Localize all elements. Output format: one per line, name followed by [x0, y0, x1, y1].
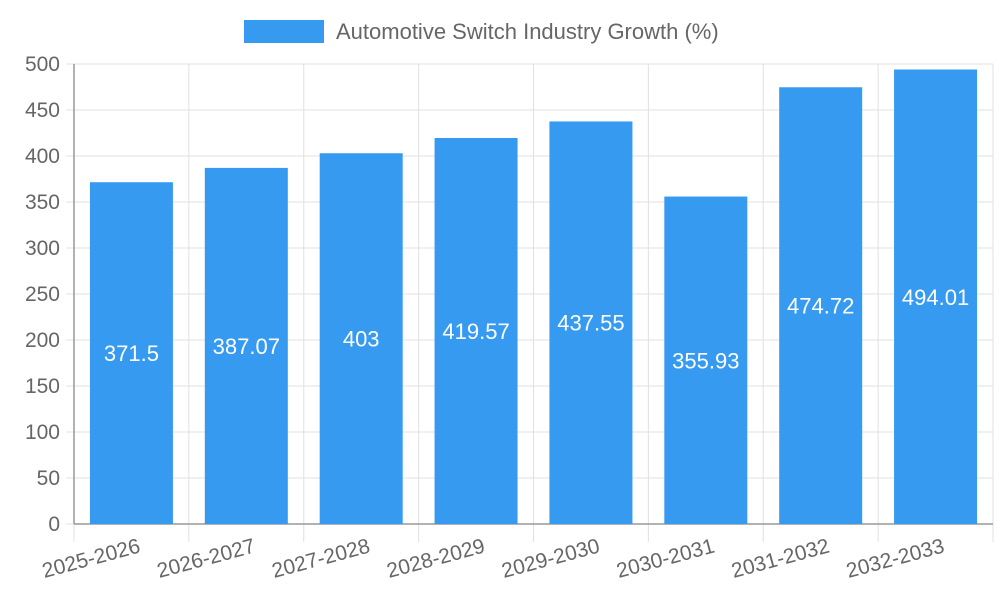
bar[interactable]: [549, 121, 633, 524]
legend-label: Automotive Switch Industry Growth (%): [336, 19, 719, 44]
y-tick-label: 0: [48, 513, 60, 536]
x-tick-label: 2032-2033: [844, 535, 947, 583]
x-tick-label: 2028-2029: [384, 535, 487, 583]
data-label: 403: [343, 327, 380, 352]
y-tick-label: 350: [25, 191, 60, 214]
x-axis: 2025-2026 2026-2027 2027-2028 2028-2029 2029…: [40, 523, 993, 583]
y-tick-label: 400: [25, 145, 60, 168]
x-tick-label: 2026-2027: [155, 535, 258, 583]
y-tick-label: 300: [25, 237, 60, 260]
bar[interactable]: [204, 167, 288, 524]
data-label: 437.55: [557, 311, 624, 336]
x-tick-label: 2027-2028: [270, 535, 373, 583]
legend[interactable]: Automotive Switch Industry Growth (%): [244, 19, 719, 44]
legend-swatch: [244, 20, 324, 43]
y-axis: 0 50 100 150 200 250 300 350 400 450 500: [25, 53, 75, 536]
y-tick-label: 250: [25, 283, 60, 306]
y-tick-label: 150: [25, 375, 60, 398]
x-tick-label: 2030-2031: [614, 535, 717, 583]
bars-group: [89, 69, 978, 525]
data-labels-group: 371.5 387.07 403 419.57 437.55 355.93 474.72 49…: [104, 285, 969, 374]
y-tick-label: 200: [25, 329, 60, 352]
bar[interactable]: [779, 87, 863, 524]
bar[interactable]: [664, 196, 748, 524]
data-label: 494.01: [902, 285, 969, 310]
y-tick-label: 500: [25, 53, 60, 76]
data-label: 355.93: [672, 348, 739, 373]
x-tick-label: 2029-2030: [499, 535, 602, 583]
y-tick-label: 450: [25, 99, 60, 122]
data-label: 387.07: [213, 334, 280, 359]
data-label: 371.5: [104, 341, 159, 366]
bar[interactable]: [89, 182, 173, 524]
y-tick-label: 100: [25, 421, 60, 444]
data-label: 419.57: [442, 319, 509, 344]
y-tick-label: 50: [37, 467, 60, 490]
bar[interactable]: [894, 69, 978, 524]
x-tick-label: 2025-2026: [40, 535, 143, 583]
bar[interactable]: [434, 137, 518, 524]
data-label: 474.72: [787, 294, 854, 319]
x-tick-label: 2031-2032: [729, 535, 832, 583]
bar[interactable]: [319, 153, 403, 525]
